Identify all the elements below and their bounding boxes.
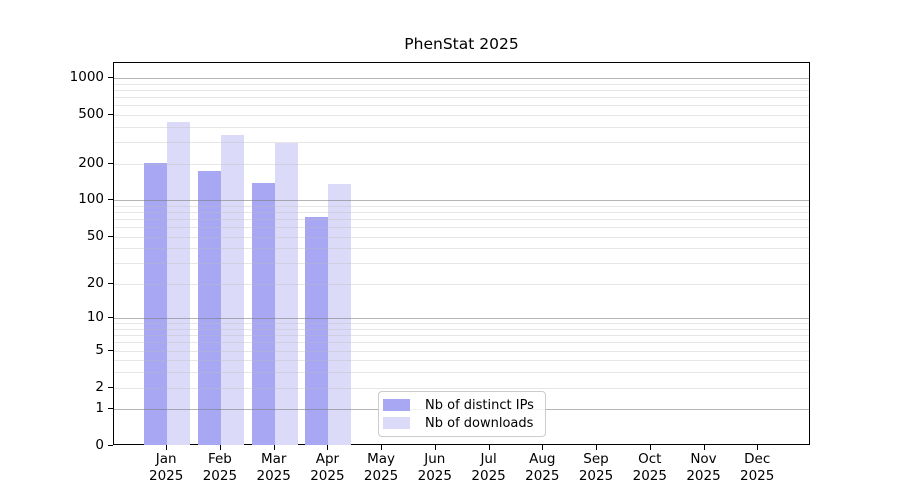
x-tick-label-mar: Mar 2025 xyxy=(256,451,291,484)
chart-title: PhenStat 2025 xyxy=(404,35,519,53)
y-tick-mark xyxy=(108,445,113,446)
legend-label-distinct-ips: Nb of distinct IPs xyxy=(425,397,534,413)
x-tick-mark xyxy=(703,445,705,450)
y-tick-mark xyxy=(108,162,113,164)
y-tick-mark xyxy=(108,235,113,237)
y-tick-label-1: 1 xyxy=(95,400,104,417)
gridline-minor-400 xyxy=(114,126,809,128)
x-tick-label-jan: Jan 2025 xyxy=(149,451,184,484)
bar-downloads-feb xyxy=(220,135,244,445)
x-tick-label-nov: Nov 2025 xyxy=(686,451,721,484)
bar-distinct-ips-apr xyxy=(305,216,329,445)
y-tick-mark xyxy=(108,349,113,351)
x-tick-mark xyxy=(327,445,329,450)
gridline-minor-700 xyxy=(114,97,809,98)
y-tick-label-2: 2 xyxy=(95,378,104,395)
y-tick-label-5: 5 xyxy=(95,341,104,358)
y-tick-mark xyxy=(108,282,113,284)
bar-distinct-ips-feb xyxy=(197,170,221,445)
legend-item-distinct-ips: Nb of distinct IPs xyxy=(383,396,534,414)
bar-downloads-apr xyxy=(328,184,352,445)
legend-item-downloads: Nb of downloads xyxy=(383,414,534,432)
y-tick-mark xyxy=(108,386,113,388)
y-tick-label-1000: 1000 xyxy=(69,69,104,85)
gridline-minor-600 xyxy=(114,105,809,107)
y-tick-label-10: 10 xyxy=(86,309,104,326)
bar-distinct-ips-mar xyxy=(251,182,275,445)
legend-swatch-downloads xyxy=(383,417,410,429)
gridline-minor-500 xyxy=(114,114,809,116)
bar-distinct-ips-jan xyxy=(144,163,168,445)
x-tick-label-oct: Oct 2025 xyxy=(632,451,667,484)
x-tick-label-dec: Dec 2025 xyxy=(740,451,775,484)
bar-downloads-jan xyxy=(167,122,191,445)
gridline-major-1000 xyxy=(114,78,809,79)
x-tick-mark xyxy=(166,445,168,450)
x-tick-mark xyxy=(596,445,597,450)
y-tick-mark xyxy=(108,113,113,115)
legend-swatch-distinct-ips xyxy=(383,399,410,411)
x-tick-mark xyxy=(542,445,544,450)
x-tick-mark xyxy=(434,445,436,450)
y-tick-label-500: 500 xyxy=(78,105,104,122)
x-tick-mark xyxy=(649,445,651,450)
y-tick-label-50: 50 xyxy=(86,227,104,244)
x-tick-mark xyxy=(273,445,275,450)
x-tick-label-aug: Aug 2025 xyxy=(525,451,560,484)
x-tick-label-feb: Feb 2025 xyxy=(202,451,238,484)
y-tick-mark xyxy=(108,77,113,78)
y-tick-label-20: 20 xyxy=(86,274,104,291)
x-tick-label-may: May 2025 xyxy=(363,451,399,484)
y-tick-label-200: 200 xyxy=(78,154,104,171)
x-tick-label-jun: Jun 2025 xyxy=(417,451,452,484)
legend-label-downloads: Nb of downloads xyxy=(425,415,534,431)
y-tick-mark xyxy=(108,199,113,201)
y-tick-label-100: 100 xyxy=(78,191,104,208)
gridline-minor-200 xyxy=(114,163,809,165)
x-tick-mark xyxy=(757,445,759,450)
x-tick-mark xyxy=(488,445,490,450)
x-tick-label-jul: Jul 2025 xyxy=(471,451,506,484)
gridline-minor-300 xyxy=(114,142,809,143)
y-tick-mark xyxy=(108,408,113,410)
y-tick-label-0: 0 xyxy=(95,437,104,453)
y-tick-mark xyxy=(108,317,113,319)
x-tick-mark xyxy=(381,445,383,450)
x-tick-label-apr: Apr 2025 xyxy=(310,451,345,484)
gridline-minor-900 xyxy=(114,83,809,85)
legend: Nb of distinct IPs Nb of downloads xyxy=(378,391,546,437)
bar-downloads-mar xyxy=(274,142,298,445)
x-tick-label-sep: Sep 2025 xyxy=(578,451,614,484)
gridline-minor-800 xyxy=(114,89,809,91)
x-tick-mark xyxy=(219,445,221,450)
plot-area xyxy=(113,62,810,445)
